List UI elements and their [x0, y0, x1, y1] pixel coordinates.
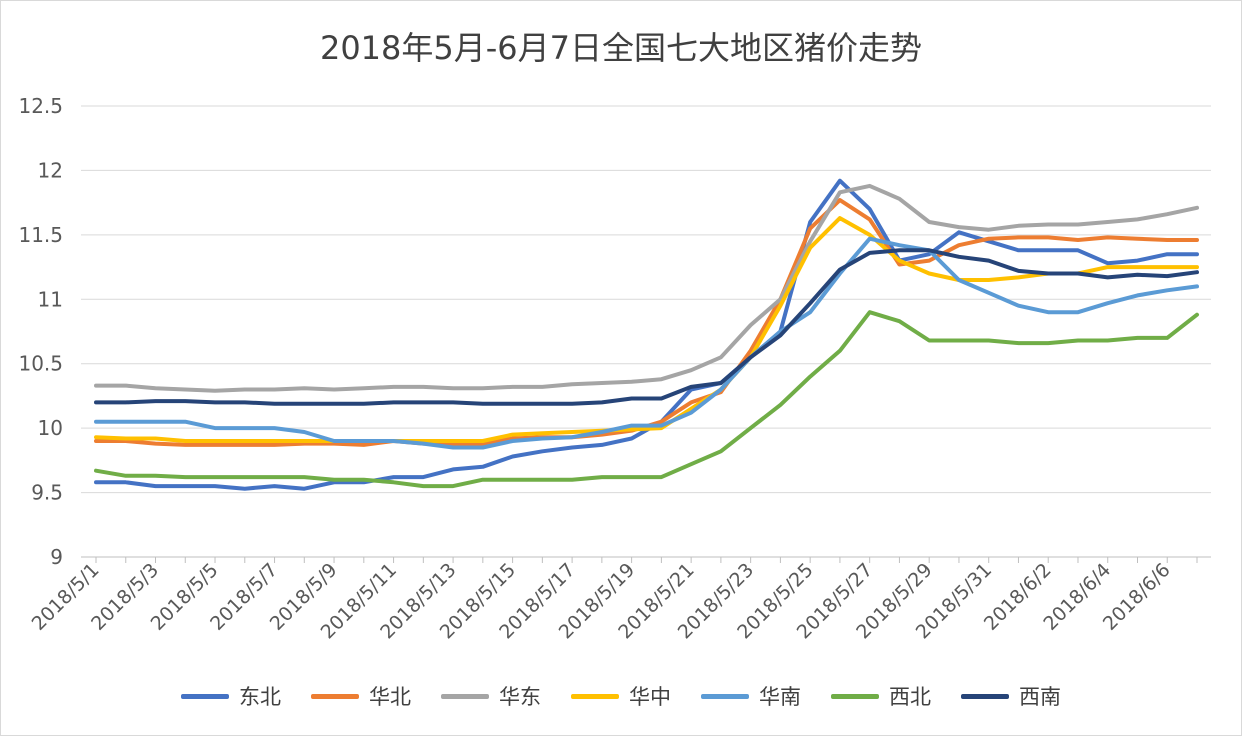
- legend-item: 西北: [831, 681, 931, 711]
- x-axis: 2018/5/12018/5/32018/5/52018/5/72018/5/9…: [28, 557, 1198, 643]
- legend-item: 华南: [701, 681, 801, 711]
- y-tick-label: 9: [50, 545, 63, 569]
- legend-item: 华中: [571, 681, 671, 711]
- chart-title: 2018年5月-6月7日全国七大地区猪价走势: [319, 29, 923, 67]
- series-line-华南: [94, 236, 1199, 450]
- legend-label: 华南: [759, 685, 801, 709]
- legend-label: 华东: [499, 685, 541, 709]
- legend-label: 华北: [369, 685, 411, 709]
- series-lines: [94, 178, 1199, 491]
- y-tick-label: 9.5: [31, 481, 63, 505]
- legend: 东北 华北 华东 华中 华南 西北 西南: [1, 681, 1241, 711]
- y-tick-label: 11.5: [18, 223, 63, 247]
- legend-swatch: [571, 693, 619, 699]
- legend-swatch: [181, 693, 229, 699]
- y-tick-label: 12.5: [18, 94, 63, 118]
- legend-item: 东北: [181, 681, 281, 711]
- legend-label: 华中: [629, 685, 671, 709]
- series-line-西北: [94, 310, 1199, 489]
- legend-item: 西南: [961, 681, 1061, 711]
- legend-swatch: [961, 693, 1009, 699]
- legend-label: 西北: [889, 685, 931, 709]
- legend-item: 华北: [311, 681, 411, 711]
- y-tick-label: 12: [38, 158, 63, 182]
- legend-swatch: [441, 693, 489, 699]
- y-tick-label: 11: [38, 287, 63, 311]
- series-line-华东: [94, 183, 1199, 393]
- y-axis-ticks: 9 9.5 10 10.5 11 11.5 12 12.5: [18, 94, 63, 569]
- series-line-华北: [94, 198, 1199, 447]
- legend-item: 华东: [441, 681, 541, 711]
- series-line-西南: [94, 248, 1199, 406]
- legend-swatch: [311, 693, 359, 699]
- legend-swatch: [701, 693, 749, 699]
- legend-swatch: [831, 693, 879, 699]
- y-tick-label: 10: [38, 416, 63, 440]
- legend-label: 东北: [239, 685, 281, 709]
- series-line-华中: [94, 216, 1199, 443]
- legend-label: 西南: [1019, 685, 1061, 709]
- y-tick-label: 10.5: [18, 352, 63, 376]
